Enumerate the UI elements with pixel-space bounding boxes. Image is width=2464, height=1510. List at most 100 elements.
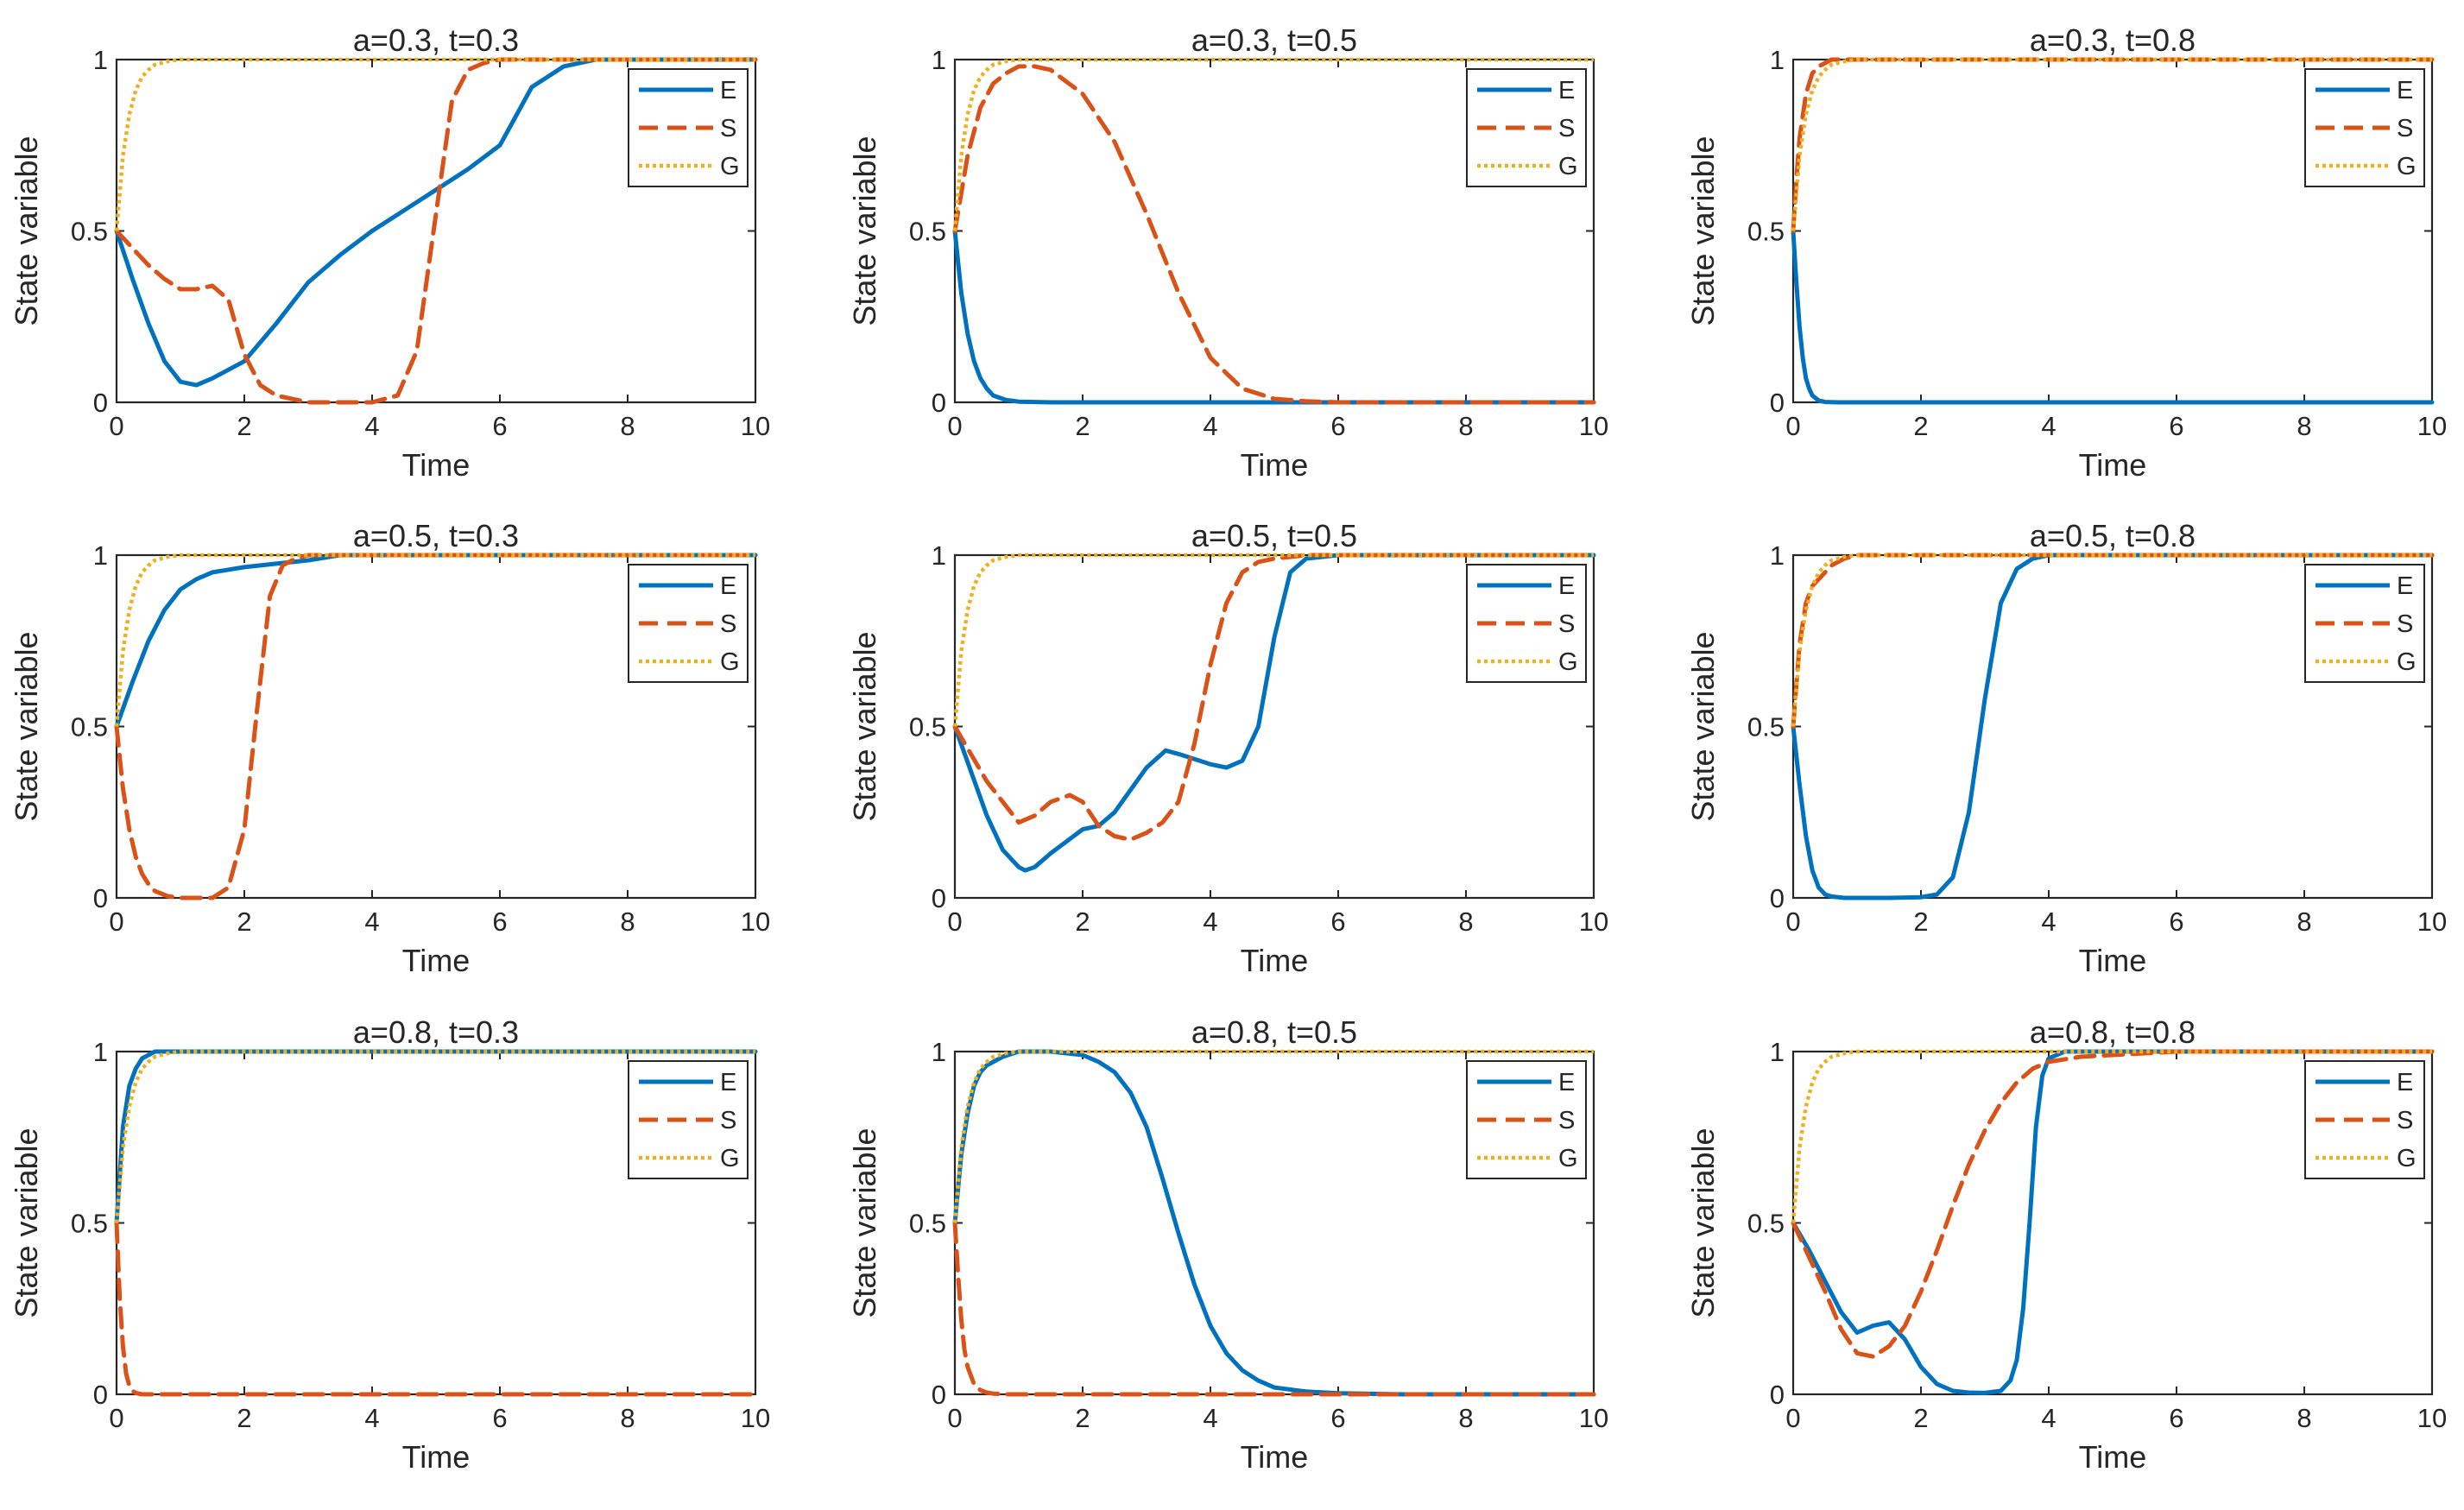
legend: ESG bbox=[1466, 68, 1587, 187]
legend-label-G: G bbox=[1558, 153, 1578, 180]
legend-label-E: E bbox=[1558, 1069, 1575, 1096]
x-tick-label: 0 bbox=[947, 907, 962, 937]
series-line-E bbox=[114, 57, 758, 388]
x-tick-label: 4 bbox=[1203, 411, 1217, 441]
legend-label-S: S bbox=[1558, 610, 1575, 638]
y-axis-label: State variable bbox=[847, 1128, 882, 1317]
x-tick-label: 6 bbox=[2169, 1403, 2183, 1433]
series-line-S bbox=[1791, 1049, 2435, 1359]
x-axis-label: Time bbox=[1241, 447, 1309, 483]
y-tick-label: 0.5 bbox=[71, 217, 108, 247]
y-axis-label: State variable bbox=[9, 1128, 44, 1317]
x-tick-label: 4 bbox=[2041, 907, 2056, 937]
y-tick-label: 1 bbox=[93, 45, 108, 75]
x-axis-label: Time bbox=[2079, 447, 2147, 483]
y-tick-label: 0 bbox=[1770, 883, 1785, 913]
x-tick-label: 6 bbox=[2169, 411, 2183, 441]
panel-title: a=0.5, t=0.5 bbox=[1191, 518, 1357, 553]
x-tick-label: 4 bbox=[364, 1403, 379, 1433]
series-line-G bbox=[952, 553, 1594, 727]
x-tick-label: 2 bbox=[1075, 411, 1090, 441]
legend-label-S: S bbox=[720, 115, 736, 142]
y-tick-label: 0 bbox=[1770, 388, 1785, 418]
y-tick-label: 0.5 bbox=[909, 217, 946, 247]
legend-label-S: S bbox=[1558, 1107, 1575, 1134]
series-lines bbox=[1791, 57, 2435, 405]
y-tick-label: 1 bbox=[1770, 45, 1785, 75]
x-axis-label: Time bbox=[402, 1439, 471, 1475]
legend-label-S: S bbox=[2397, 610, 2413, 638]
x-tick-label: 10 bbox=[2417, 1403, 2447, 1433]
series-line-S bbox=[114, 1221, 758, 1397]
x-tick-label: 10 bbox=[2417, 411, 2447, 441]
x-tick-label: 0 bbox=[947, 1403, 962, 1433]
subplot-9: 0 2 4 6 8 10 0 0.5 1 Time State variable a=0.8, t=0… bbox=[1685, 1014, 2447, 1475]
y-tick-label: 1 bbox=[1770, 1037, 1785, 1067]
x-tick-label: 2 bbox=[1075, 907, 1090, 937]
x-tick-label: 6 bbox=[492, 411, 507, 441]
legend: ESG bbox=[2304, 564, 2425, 683]
legend-label-E: E bbox=[720, 77, 736, 104]
y-tick-label: 0 bbox=[93, 1380, 108, 1410]
x-tick-label: 2 bbox=[237, 1403, 251, 1433]
panel-title: a=0.8, t=0.8 bbox=[2030, 1014, 2195, 1050]
x-tick-label: 8 bbox=[2297, 907, 2311, 937]
series-line-G bbox=[1791, 553, 2432, 727]
x-tick-label: 10 bbox=[741, 411, 770, 441]
x-tick-label: 0 bbox=[109, 1403, 123, 1433]
x-tick-label: 10 bbox=[741, 1403, 770, 1433]
x-tick-label: 8 bbox=[620, 1403, 635, 1433]
series-line-S bbox=[952, 64, 1596, 405]
y-tick-label: 0 bbox=[932, 388, 946, 418]
y-axis-label: State variable bbox=[9, 631, 44, 821]
legend: ESG bbox=[628, 68, 749, 187]
legend-label-E: E bbox=[1558, 572, 1575, 600]
legend-label-G: G bbox=[720, 648, 740, 676]
series-line-E bbox=[952, 229, 1596, 405]
series-line-G bbox=[952, 57, 1594, 231]
y-axis-label: State variable bbox=[9, 136, 44, 325]
series-line-G bbox=[1791, 1049, 2432, 1223]
x-tick-label: 0 bbox=[947, 411, 962, 441]
x-axis-label: Time bbox=[2079, 1439, 2147, 1475]
series-lines bbox=[1791, 1049, 2435, 1395]
y-tick-label: 1 bbox=[1770, 540, 1785, 571]
subplot-5: 0 2 4 6 8 10 0 0.5 1 Time State variable a=0.5, t=0… bbox=[847, 518, 1608, 978]
y-tick-label: 1 bbox=[932, 45, 946, 75]
x-tick-label: 8 bbox=[620, 907, 635, 937]
y-tick-label: 1 bbox=[932, 1037, 946, 1067]
legend-label-S: S bbox=[720, 610, 736, 638]
legend-label-E: E bbox=[2397, 77, 2413, 104]
series-line-S bbox=[1791, 553, 2435, 729]
y-tick-label: 0.5 bbox=[71, 712, 108, 742]
legend-label-S: S bbox=[720, 1107, 736, 1134]
legend: ESG bbox=[2304, 1060, 2425, 1179]
y-tick-label: 0.5 bbox=[1747, 217, 1785, 247]
x-tick-label: 0 bbox=[1785, 411, 1800, 441]
x-tick-label: 6 bbox=[492, 907, 507, 937]
y-tick-label: 0.5 bbox=[1747, 1209, 1785, 1239]
series-line-E bbox=[952, 553, 1596, 873]
x-tick-label: 4 bbox=[364, 907, 379, 937]
panel-title: a=0.3, t=0.5 bbox=[1191, 22, 1357, 58]
legend-label-S: S bbox=[2397, 1107, 2413, 1134]
subplot-8: 0 2 4 6 8 10 0 0.5 1 Time State variable a=0.8, t=0… bbox=[847, 1014, 1608, 1475]
legend-label-E: E bbox=[720, 572, 736, 600]
series-lines bbox=[952, 57, 1596, 405]
x-tick-label: 2 bbox=[1075, 1403, 1090, 1433]
y-tick-label: 1 bbox=[932, 540, 946, 571]
y-tick-label: 0.5 bbox=[909, 712, 946, 742]
x-tick-label: 4 bbox=[364, 411, 379, 441]
x-tick-label: 2 bbox=[237, 907, 251, 937]
series-line-G bbox=[114, 553, 755, 727]
subplot-6: 0 2 4 6 8 10 0 0.5 1 Time State variable a=0.5, t=0… bbox=[1685, 518, 2447, 978]
y-axis-label: State variable bbox=[1685, 136, 1721, 325]
x-tick-label: 2 bbox=[1913, 1403, 1928, 1433]
x-tick-label: 8 bbox=[1458, 411, 1473, 441]
y-axis-label: State variable bbox=[847, 136, 882, 325]
x-tick-label: 8 bbox=[1458, 1403, 1473, 1433]
x-tick-label: 4 bbox=[1203, 1403, 1217, 1433]
series-line-E bbox=[1791, 229, 2435, 405]
panel-title: a=0.5, t=0.3 bbox=[353, 518, 519, 553]
